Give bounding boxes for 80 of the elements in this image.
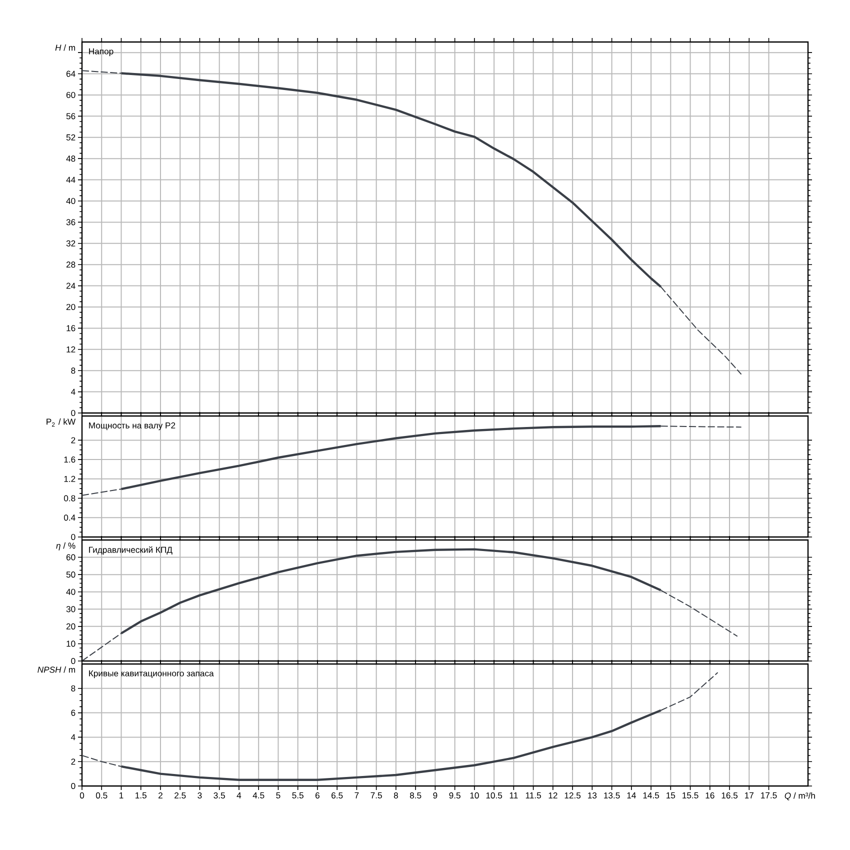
x-tick-label: 15.5: [682, 792, 698, 798]
y-tick-label: 30: [66, 606, 76, 612]
x-tick-label: 3: [198, 792, 202, 798]
x-tick-label: 4.5: [252, 792, 264, 798]
y-tick-label: 56: [66, 113, 76, 120]
y-tick-label: 12: [66, 346, 76, 352]
x-tick-label: 8: [394, 792, 398, 798]
y-tick-label: 64: [66, 70, 76, 77]
y-tick-label: 44: [66, 176, 76, 183]
x-tick-label: 15: [666, 792, 676, 798]
x-tick-label: 0: [80, 792, 84, 798]
x-tick-label: 5: [276, 792, 280, 798]
x-tick-label: 9: [433, 792, 438, 798]
y-tick-label: 50: [66, 572, 76, 578]
x-tick-label: 13: [588, 792, 597, 798]
x-tick-label: 4: [236, 792, 242, 798]
x-tick-label: 5.5: [292, 792, 304, 798]
y-tick-label: 0: [71, 782, 76, 790]
x-tick-label: 11: [510, 792, 518, 798]
y-tick-label: 48: [66, 156, 76, 162]
y-tick-label: 16: [66, 325, 76, 332]
text: Кривые кавитационного запаса: [89, 670, 214, 678]
y-tick-label: 60: [66, 92, 76, 98]
x-tick-label: 2: [158, 792, 162, 798]
x-axis-title: Q / m³/h: [784, 792, 815, 800]
x-tick-label: 3.5: [214, 792, 225, 798]
y-tick-label: 60: [66, 554, 76, 560]
y-tick-label: 0: [71, 410, 76, 416]
y-tick-label: 4: [71, 734, 76, 740]
x-tick-label: 6.5: [332, 792, 343, 798]
x-tick-label: 1.5: [136, 792, 146, 798]
x-tick-label: 17.5: [761, 792, 777, 798]
text: Мощность на валу P2: [89, 422, 176, 430]
y-tick-label: 36: [66, 219, 76, 226]
y-tick-label: 1.6: [64, 456, 76, 463]
y-tick-label: 40: [66, 198, 76, 204]
x-tick-label: 14.5: [643, 792, 660, 798]
y-axis-title: H / m: [55, 44, 76, 51]
x-tick-label: 16: [706, 792, 714, 798]
y-tick-label: 0: [71, 658, 76, 664]
y-tick-label: 4: [71, 388, 76, 395]
y-tick-label: 0.8: [64, 495, 76, 502]
y-tick-label: 24: [66, 282, 76, 289]
y-tick-label: 20: [66, 304, 76, 310]
y-axis-title: η / %: [56, 542, 76, 550]
y-tick-label: 8: [71, 368, 76, 374]
y-tick-label: 8: [71, 685, 76, 692]
x-tick-label: 1: [120, 792, 124, 798]
x-tick-label: 7: [354, 792, 359, 798]
y-axis-title: NPSH / m: [38, 666, 76, 673]
x-tick-label: 9.5: [449, 792, 460, 798]
y-tick-label: 0.4: [64, 514, 76, 521]
y-axis-title: P$_{2}$ / kW: [46, 418, 76, 427]
x-tick-label: 10: [470, 792, 479, 798]
y-tick-label: 52: [66, 134, 76, 140]
x-tick-label: 13.5: [604, 792, 620, 798]
text: Гидравлический КПД: [89, 546, 172, 555]
x-tick-label: 17: [745, 792, 754, 798]
y-tick-label: 0: [71, 534, 76, 540]
x-tick-label: 12: [548, 792, 558, 798]
x-tick-label: 0.5: [96, 792, 108, 798]
y-tick-label: 2: [71, 758, 76, 765]
x-tick-label: 10.5: [486, 792, 502, 798]
y-tick-label: 10: [66, 640, 76, 647]
x-tick-label: 12.5: [564, 792, 581, 798]
x-tick-label: 8.5: [410, 792, 422, 798]
y-tick-label: 40: [66, 588, 76, 595]
x-tick-label: 2.5: [174, 792, 186, 798]
x-tick-label: 11.5: [526, 792, 541, 798]
y-tick-label: 2: [71, 437, 76, 444]
x-tick-label: 7.5: [370, 792, 382, 798]
y-tick-label: 1.2: [64, 476, 76, 482]
y-tick-label: 28: [66, 262, 76, 268]
x-tick-label: 14: [627, 792, 636, 798]
y-tick-label: 6: [71, 710, 76, 716]
y-tick-label: 20: [66, 623, 76, 630]
x-tick-label: 16.5: [722, 792, 738, 798]
y-tick-label: 32: [66, 240, 76, 246]
text: Напор: [89, 48, 114, 56]
x-tick-label: 6: [316, 792, 320, 798]
